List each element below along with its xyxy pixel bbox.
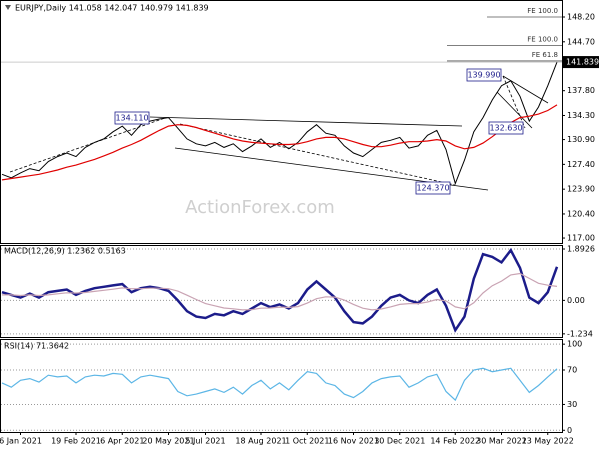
y-tick-label: 1.8926	[567, 245, 595, 254]
y-tick-label: 130.90	[567, 135, 595, 144]
annotation-box	[415, 181, 451, 195]
x-tick-label: 5 Jul 2021	[185, 437, 225, 446]
y-tick-label: 0	[567, 426, 572, 435]
x-tick-label: 19 Feb 2021	[51, 437, 101, 446]
series-line	[1, 367, 558, 402]
y-tick-label: 120.40	[567, 209, 595, 218]
series-line	[1, 104, 558, 181]
y-tick-label: 137.80	[567, 86, 595, 95]
x-tick-label: 30 Mar 2022	[476, 437, 527, 446]
annotation-label: 132.630	[489, 124, 522, 133]
x-tick-label: 20 May 2021	[142, 437, 194, 446]
macd-title: MACD(12,26,9) 1.2362 0.5163	[4, 247, 126, 256]
series-line	[2, 272, 558, 311]
x-tick-label: 30 Dec 2021	[374, 437, 425, 446]
x-tick-label: 14 Feb 2022	[430, 437, 480, 446]
annotation-box	[488, 121, 524, 135]
x-tick-label: 6 Apr 2021	[100, 437, 144, 446]
y-tick-label: 100	[567, 340, 582, 349]
x-tick-label: 1 Oct 2021	[285, 437, 329, 446]
frames	[0, 0, 563, 433]
series-line	[1, 61, 558, 186]
triangle-line	[502, 75, 526, 129]
watermark: ActionForex.com	[185, 197, 335, 218]
annotation-box	[466, 68, 502, 82]
annotation-box	[114, 111, 150, 125]
y-tick-label: 0.00	[567, 296, 585, 305]
fe-label: FE 100.0	[527, 35, 558, 43]
chart-title: EURJPY,Daily 141.058 142.047 140.979 141…	[15, 4, 209, 13]
y-tick-label: 117.00	[567, 234, 595, 243]
rsi-frame	[0, 339, 563, 433]
triangle-line	[496, 91, 533, 129]
y-tick-label: 70	[567, 366, 577, 375]
annotation-label: 134.110	[115, 114, 148, 123]
y-tick-label: 127.40	[567, 160, 595, 169]
y-tick-label: 30	[567, 400, 577, 409]
macd-frame	[0, 245, 563, 338]
y-tick-label: 123.90	[567, 185, 595, 194]
price-marker-box	[563, 56, 599, 69]
x-tick-label: 13 May 2022	[522, 437, 574, 446]
y-tick-label: -1.234	[567, 329, 593, 338]
y-tick-label: 134.30	[567, 111, 595, 120]
rsi-title: RSI(14) 71.3642	[4, 342, 69, 351]
y-tick-label: 144.70	[567, 37, 595, 46]
x-tick-label: 16 Nov 2021	[328, 437, 379, 446]
channel-top	[149, 116, 463, 127]
fe-label: FE 100.0	[527, 7, 558, 15]
x-tick-label: 18 Aug 2021	[235, 437, 286, 446]
annotation-label: 124.370	[416, 184, 449, 193]
annotation-label: 139.990	[467, 71, 500, 80]
y-tick-label: 148.20	[567, 13, 595, 22]
x-tick-label: 6 Jan 2021	[0, 437, 42, 446]
fe-label: FE 61.8	[532, 51, 558, 59]
price-marker-label: 141.839	[566, 58, 599, 67]
menu-icon	[5, 5, 11, 10]
dashed-trend	[179, 123, 456, 186]
series-line	[1, 247, 559, 333]
price-frame	[0, 0, 563, 244]
